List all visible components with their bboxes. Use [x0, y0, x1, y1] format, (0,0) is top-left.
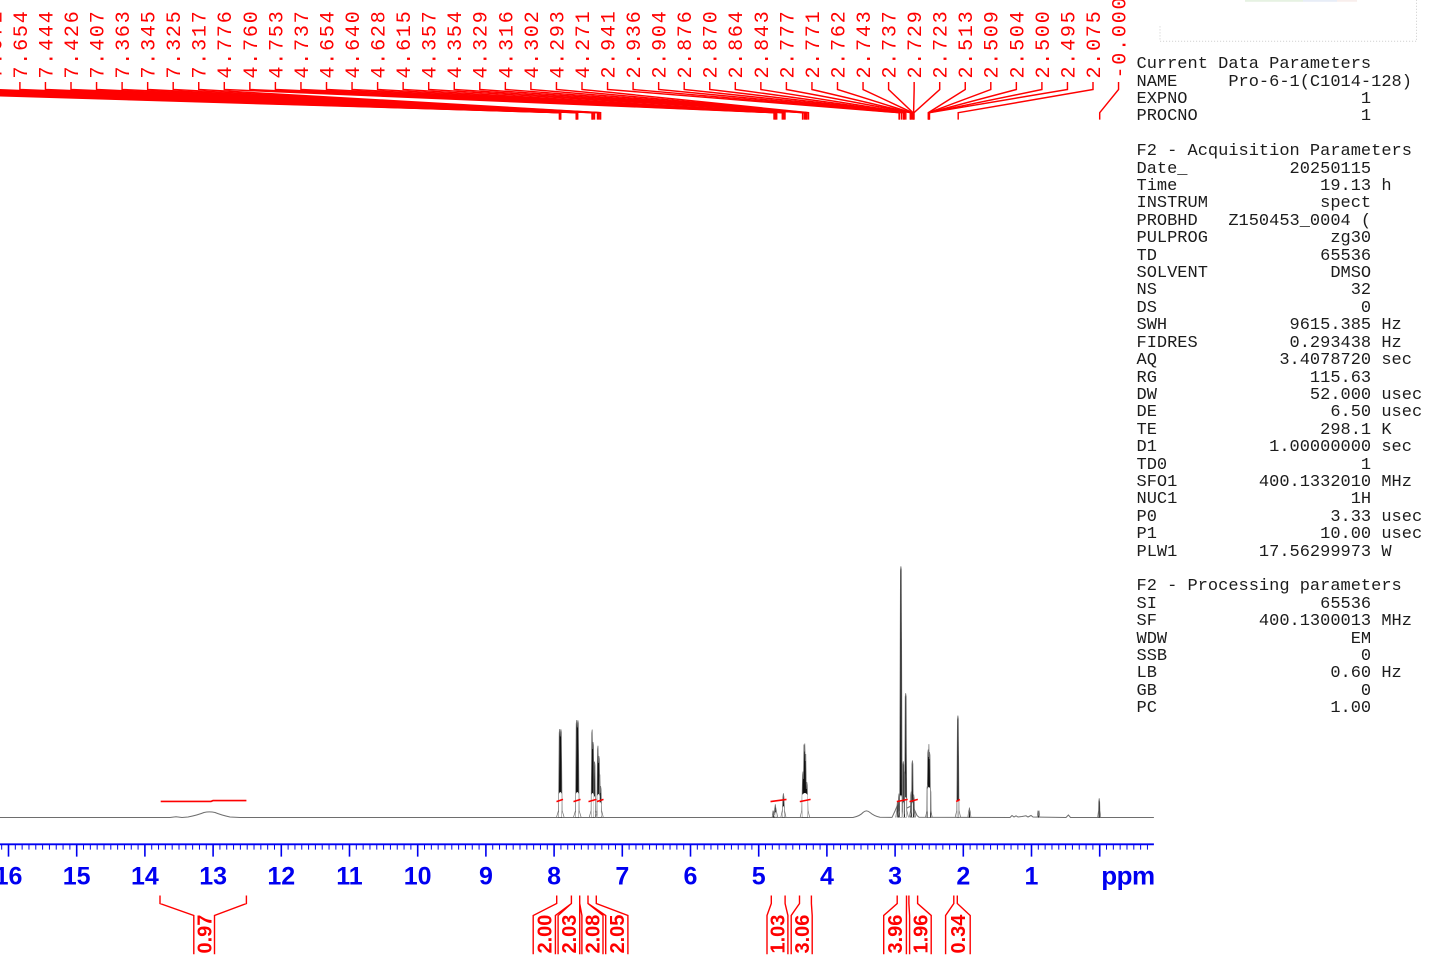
- svg-text:15: 15: [63, 862, 91, 890]
- svg-text:8: 8: [547, 862, 561, 890]
- svg-text:4.760: 4.760: [241, 9, 264, 78]
- svg-text:2.500: 2.500: [1033, 9, 1056, 78]
- svg-text:2.936: 2.936: [624, 9, 647, 78]
- svg-text:0.97: 0.97: [194, 915, 216, 954]
- svg-text:12: 12: [267, 862, 295, 890]
- svg-text:4.753: 4.753: [266, 9, 289, 78]
- svg-text:4.354: 4.354: [445, 9, 468, 78]
- svg-text:2.075: 2.075: [1084, 9, 1107, 78]
- svg-text:2.509: 2.509: [982, 9, 1005, 78]
- svg-text:4.302: 4.302: [522, 9, 545, 78]
- svg-text:4.654: 4.654: [317, 9, 340, 78]
- svg-text:7.654: 7.654: [11, 9, 34, 78]
- svg-text:16: 16: [0, 862, 22, 890]
- svg-text:7.345: 7.345: [139, 9, 162, 78]
- svg-text:1.03: 1.03: [768, 915, 790, 954]
- svg-text:4.316: 4.316: [496, 9, 519, 78]
- svg-text:2.941: 2.941: [598, 9, 621, 78]
- svg-text:ppm: ppm: [1101, 860, 1154, 890]
- svg-text:2.723: 2.723: [931, 9, 954, 78]
- svg-text:2.737: 2.737: [880, 9, 903, 78]
- svg-text:7: 7: [615, 862, 629, 890]
- svg-text:2.762: 2.762: [828, 9, 851, 78]
- svg-text:7.672: 7.672: [0, 9, 8, 78]
- svg-text:2.08: 2.08: [583, 915, 605, 954]
- svg-text:7.325: 7.325: [164, 9, 187, 78]
- svg-text:1: 1: [1025, 862, 1039, 890]
- svg-text:4.329: 4.329: [471, 9, 494, 78]
- svg-text:4: 4: [820, 862, 834, 890]
- svg-text:2.771: 2.771: [803, 9, 826, 78]
- svg-text:2.729: 2.729: [905, 9, 928, 78]
- svg-text:2.904: 2.904: [650, 9, 673, 78]
- svg-text:2.864: 2.864: [726, 9, 749, 78]
- svg-text:4.293: 4.293: [547, 9, 570, 78]
- svg-text:2.05: 2.05: [607, 915, 629, 954]
- svg-text:2: 2: [956, 862, 970, 890]
- svg-text:13: 13: [199, 862, 227, 890]
- svg-text:10: 10: [404, 862, 432, 890]
- svg-text:9: 9: [479, 862, 493, 890]
- svg-text:0.34: 0.34: [948, 914, 970, 954]
- svg-text:-0.000: -0.000: [1109, 0, 1132, 79]
- svg-text:4.628: 4.628: [369, 9, 392, 78]
- svg-text:14: 14: [131, 862, 159, 890]
- svg-text:4.357: 4.357: [420, 9, 443, 78]
- svg-text:2.03: 2.03: [559, 915, 581, 954]
- svg-text:3: 3: [888, 862, 902, 890]
- svg-text:2.513: 2.513: [956, 9, 979, 78]
- svg-text:4.271: 4.271: [573, 9, 596, 78]
- svg-text:4.640: 4.640: [343, 9, 366, 78]
- svg-text:2.777: 2.777: [777, 9, 800, 78]
- svg-text:7.317: 7.317: [190, 9, 213, 78]
- svg-text:4.776: 4.776: [215, 9, 238, 78]
- svg-text:11: 11: [336, 862, 363, 890]
- svg-text:3.06: 3.06: [792, 915, 814, 954]
- svg-text:2.876: 2.876: [675, 9, 698, 78]
- svg-text:7.407: 7.407: [87, 9, 110, 78]
- svg-text:2.00: 2.00: [535, 915, 557, 954]
- svg-text:2.843: 2.843: [752, 9, 775, 78]
- svg-text:2.743: 2.743: [854, 9, 877, 78]
- svg-text:2.870: 2.870: [701, 9, 724, 78]
- svg-text:6: 6: [684, 862, 698, 890]
- svg-text:7.426: 7.426: [62, 9, 85, 78]
- svg-text:1.96: 1.96: [911, 915, 933, 954]
- svg-text:4.737: 4.737: [292, 9, 315, 78]
- svg-text:3.96: 3.96: [885, 915, 907, 954]
- svg-text:7.363: 7.363: [113, 9, 136, 78]
- svg-text:4.615: 4.615: [394, 9, 417, 78]
- svg-text:2.504: 2.504: [1007, 9, 1030, 78]
- svg-text:5: 5: [752, 862, 766, 890]
- svg-text:2.495: 2.495: [1058, 9, 1081, 78]
- svg-text:7.444: 7.444: [36, 9, 59, 78]
